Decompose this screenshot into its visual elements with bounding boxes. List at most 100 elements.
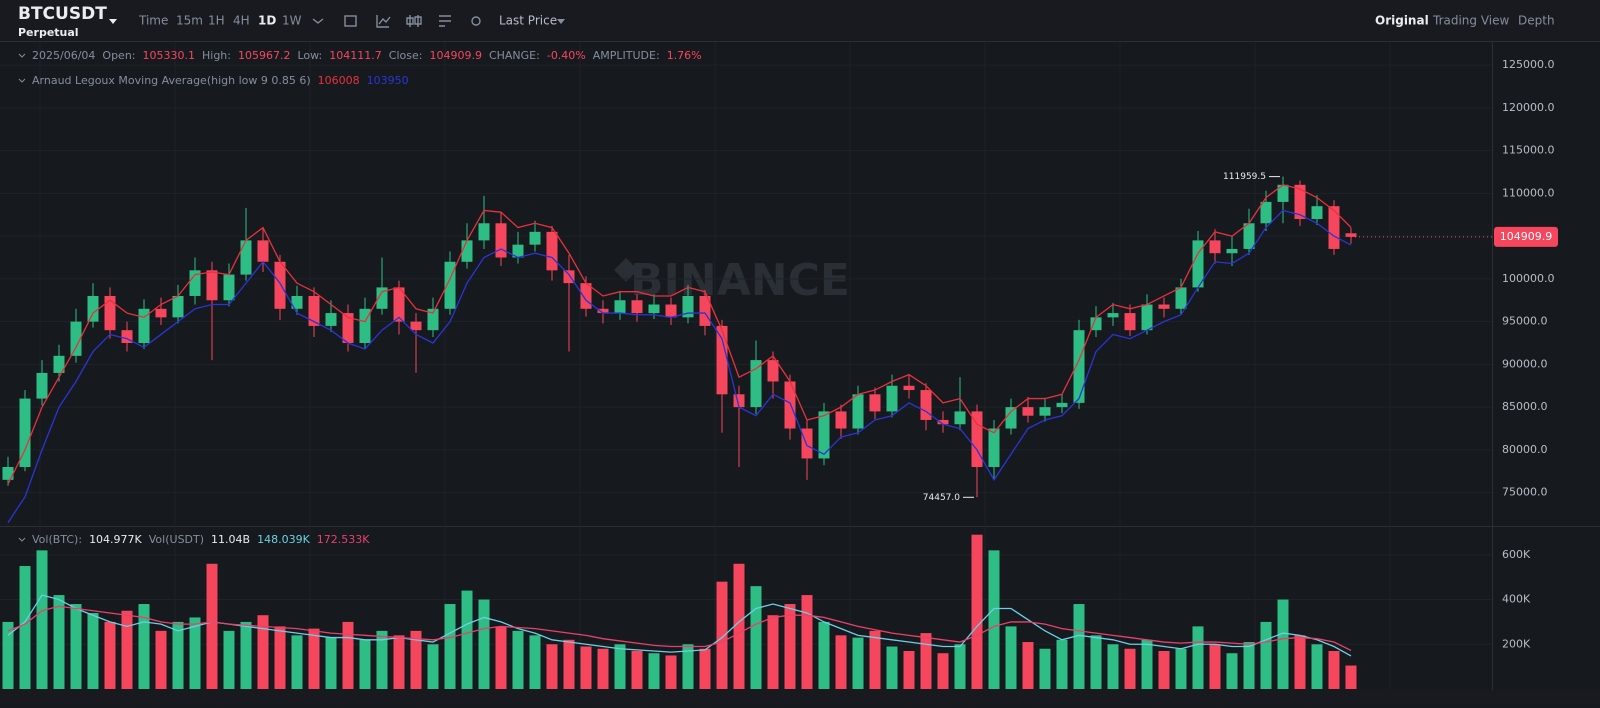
candle-body [835, 411, 847, 429]
interval-tab[interactable]: 4H [233, 14, 250, 28]
volume-bar [682, 644, 694, 689]
view-tab[interactable]: Trading View [1432, 14, 1510, 28]
high-annotation: 111959.5 [1223, 172, 1266, 182]
template-icon[interactable] [439, 15, 451, 27]
volume-bar [937, 653, 949, 689]
price-caret[interactable] [557, 19, 565, 24]
volume-bar [104, 621, 116, 689]
volume-bar [155, 630, 167, 689]
volume-bar [495, 626, 507, 689]
candle-body [1226, 248, 1238, 254]
candle-body [1175, 287, 1187, 309]
volume-bar [223, 630, 235, 689]
volume-bar [1260, 621, 1272, 689]
candle-body [546, 231, 558, 271]
candle-body [699, 295, 711, 326]
legend-chevrons[interactable] [18, 53, 26, 542]
candle-body [70, 321, 82, 356]
legend-item: Low: [298, 49, 323, 62]
candle-body [121, 330, 133, 344]
legend: 2025/06/04 Open: 105330.1 High: 105967.2 Low:… [32, 49, 702, 62]
volume-bar [206, 563, 218, 689]
candle-body [1277, 184, 1289, 202]
legend-item: High: [202, 49, 231, 62]
candle-body [257, 240, 269, 262]
candle-body [1345, 233, 1357, 237]
candle-body [2, 466, 14, 480]
price-type[interactable]: Last Price [499, 14, 557, 28]
calendar-icon[interactable] [344, 15, 357, 27]
y-tick-label: 600K [1502, 548, 1531, 561]
candle-body [155, 308, 167, 318]
interval-tab[interactable]: 1H [208, 14, 225, 28]
interval-tab[interactable]: 1D [258, 14, 276, 28]
volume-bar [53, 595, 65, 689]
legend-item: AMPLITUDE: [593, 49, 660, 62]
view-tab[interactable]: Depth [1518, 14, 1555, 28]
alma-line [7, 184, 1352, 485]
indicator-icon[interactable] [376, 15, 391, 28]
candle-body [444, 261, 456, 309]
candle-body [274, 261, 286, 309]
candle-body [393, 287, 405, 322]
more-intervals[interactable] [312, 18, 324, 24]
legend-item: 148.039K [257, 533, 310, 546]
volume-bar [614, 644, 626, 689]
candle-body [767, 360, 779, 382]
volume-bar [478, 599, 490, 689]
volume-bar [886, 646, 898, 689]
view-tab[interactable]: Original [1375, 14, 1429, 28]
volume-bar [1073, 604, 1085, 689]
volume-bar [444, 604, 456, 689]
volume-bar [920, 633, 932, 689]
candle-icon[interactable] [406, 15, 422, 27]
footer [0, 690, 1600, 704]
candle-body [1107, 313, 1119, 318]
legend-item: 104909.9 [429, 49, 482, 62]
volume-bar [410, 630, 422, 689]
interval-tab[interactable]: Time [138, 14, 168, 28]
volume-bar [954, 644, 966, 689]
legend-item: Arnaud Legoux Moving Average(high low 9 … [32, 74, 311, 87]
candle-body [903, 385, 915, 391]
alma-line [7, 209, 1352, 523]
legend-item: Close: [389, 49, 423, 62]
candle-body [1039, 407, 1051, 416]
settings-icon[interactable] [471, 16, 481, 26]
interval-tab[interactable]: 1W [282, 14, 302, 28]
volume-bar [461, 590, 473, 689]
y-tick-label: 200K [1502, 637, 1531, 650]
symbol-caret[interactable] [109, 19, 117, 24]
candle-body [971, 411, 983, 467]
volume-bar [512, 630, 524, 689]
candle-body [614, 300, 626, 314]
candle-body [937, 419, 949, 425]
volume-bar [580, 646, 592, 689]
volume-bar [988, 550, 1000, 689]
volume-bar [784, 604, 796, 689]
candle-body [206, 270, 218, 301]
volume-bar [376, 630, 388, 689]
candle-body [580, 283, 592, 309]
candle-body [801, 428, 813, 459]
volume-bar [257, 615, 269, 689]
interval-tab[interactable]: 15m [176, 14, 203, 28]
tool-icons[interactable] [312, 15, 565, 28]
volume-bar [172, 621, 184, 689]
volume-bar [1345, 665, 1357, 689]
y-tick-label: 75000.0 [1502, 486, 1548, 499]
volume-bar [767, 615, 779, 689]
legend-item: CHANGE: [489, 49, 540, 62]
volume-bar [70, 604, 82, 689]
candle-body [172, 295, 184, 318]
candle-body [291, 295, 303, 309]
candle-body [410, 321, 422, 331]
contract: Perpetual [18, 26, 79, 39]
volume-bar [427, 644, 439, 689]
y-tick-label: 120000.0 [1502, 101, 1555, 114]
y-tick-label: 110000.0 [1502, 186, 1555, 199]
symbol[interactable]: BTCUSDT [18, 4, 107, 24]
candle-body [19, 398, 31, 467]
candle-body [104, 295, 116, 331]
